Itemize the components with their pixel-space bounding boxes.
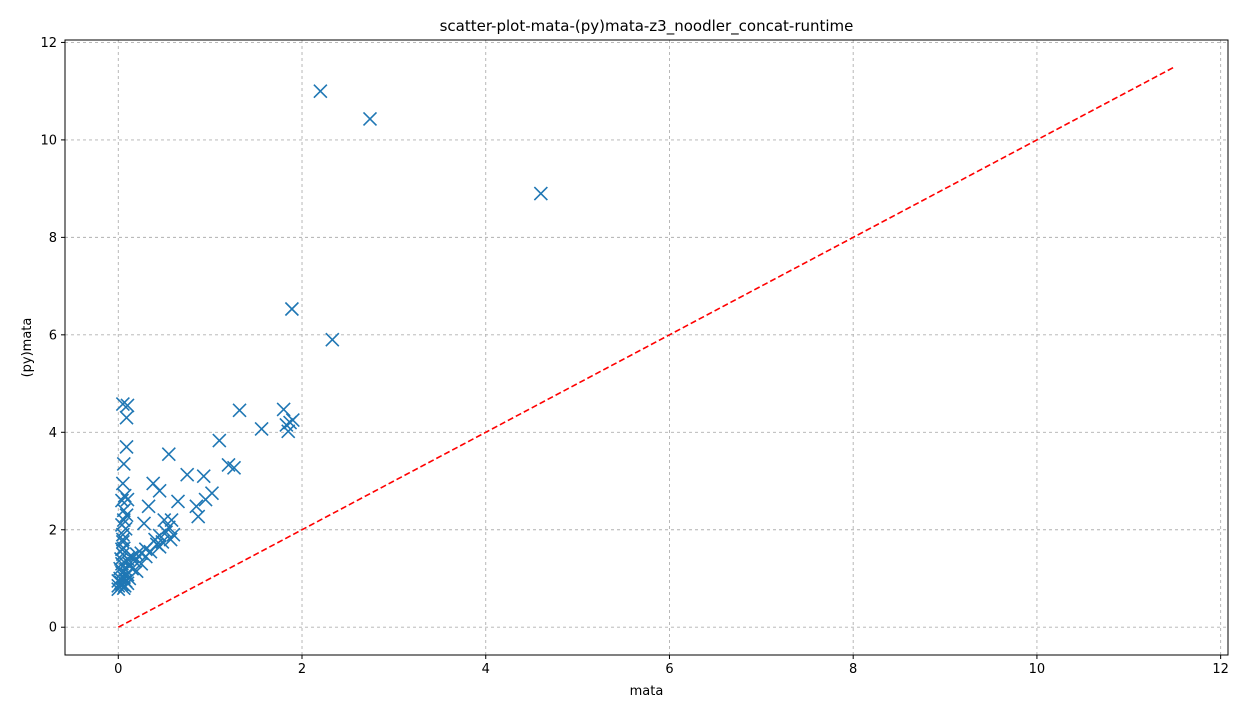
data-point	[116, 512, 131, 528]
data-point	[117, 488, 132, 503]
data-point	[111, 582, 126, 597]
data-point	[196, 469, 211, 484]
data-point	[276, 402, 291, 417]
reference-line	[117, 66, 1176, 628]
y-tick-label: 6	[49, 328, 57, 343]
data-point	[115, 527, 130, 542]
data-point	[120, 576, 135, 591]
data-point	[141, 499, 156, 514]
y-tick-label: 12	[40, 36, 57, 51]
axis-ticks: 0 2 4 6 8 10 12 0 2 4 6 8 10 12	[40, 36, 1228, 677]
reference-line-group	[117, 66, 1176, 628]
data-point	[325, 332, 340, 347]
data-point	[283, 415, 298, 430]
data-point	[226, 460, 242, 475]
data-point	[152, 539, 167, 554]
x-tick-label: 2	[298, 662, 306, 677]
data-point	[134, 556, 149, 571]
data-point	[281, 424, 296, 439]
x-tick-label: 6	[665, 662, 673, 677]
y-tick-label: 4	[49, 426, 57, 441]
x-tick-label: 4	[482, 662, 490, 677]
data-point	[232, 403, 247, 418]
data-point	[136, 516, 152, 531]
data-point	[115, 532, 130, 547]
x-tick-label: 10	[1029, 662, 1046, 677]
data-points	[111, 84, 548, 597]
data-point	[170, 494, 186, 509]
y-axis-label: (py)mata	[20, 318, 35, 378]
data-point	[161, 447, 176, 462]
chart-title: scatter-plot-mata-(py)mata-z3_noodler_co…	[440, 17, 854, 36]
data-point	[212, 433, 227, 448]
data-point	[284, 301, 299, 317]
plot-frame	[64, 39, 1229, 656]
y-tick-label: 2	[49, 523, 57, 538]
data-point	[152, 483, 167, 498]
data-point	[116, 456, 131, 472]
data-point	[120, 398, 135, 413]
x-tick-label: 8	[849, 662, 857, 677]
data-point	[115, 396, 130, 412]
data-point	[180, 467, 195, 482]
data-point	[533, 186, 548, 201]
data-point	[198, 492, 213, 507]
y-tick-label: 0	[49, 621, 57, 636]
data-point	[313, 84, 328, 99]
x-tick-label: 12	[1212, 662, 1229, 677]
data-point	[191, 509, 206, 524]
data-point	[138, 549, 153, 564]
y-tick-label: 10	[40, 133, 57, 148]
data-point	[254, 421, 269, 436]
data-point	[119, 439, 134, 454]
x-tick-label: 0	[114, 662, 122, 677]
y-tick-label: 8	[49, 231, 57, 246]
data-point	[120, 492, 135, 507]
data-point	[119, 410, 134, 425]
data-point	[362, 111, 378, 127]
x-axis-label: mata	[630, 684, 664, 699]
data-point	[115, 476, 130, 491]
data-point	[163, 532, 178, 547]
data-point	[157, 512, 172, 528]
data-point	[164, 512, 179, 528]
